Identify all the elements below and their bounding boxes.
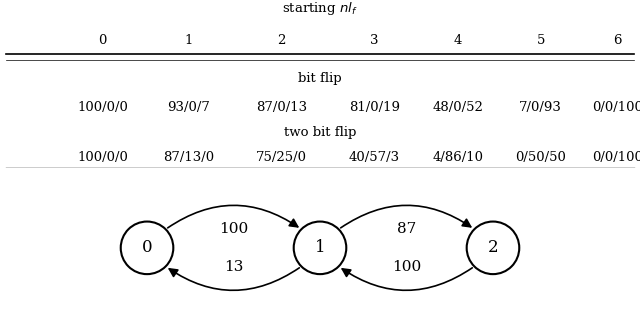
FancyArrowPatch shape <box>168 205 298 228</box>
Text: 40/57/3: 40/57/3 <box>349 151 400 164</box>
Text: 48/0/52: 48/0/52 <box>432 101 483 114</box>
Text: 87/0/13: 87/0/13 <box>256 101 307 114</box>
Text: 0/0/100: 0/0/100 <box>592 101 640 114</box>
Text: 4/86/10: 4/86/10 <box>432 151 483 164</box>
Text: 3: 3 <box>370 34 379 47</box>
Text: 6: 6 <box>613 34 622 47</box>
Text: bit flip: bit flip <box>298 72 342 85</box>
Text: 1: 1 <box>184 34 193 47</box>
Text: 2: 2 <box>277 34 286 47</box>
Text: 100: 100 <box>219 222 248 236</box>
Text: 4: 4 <box>453 34 462 47</box>
Text: two bit flip: two bit flip <box>284 126 356 139</box>
FancyArrowPatch shape <box>340 205 471 228</box>
FancyArrowPatch shape <box>169 268 300 290</box>
Text: 13: 13 <box>224 260 243 274</box>
Text: 100: 100 <box>392 260 421 274</box>
Text: 0: 0 <box>141 239 152 256</box>
Text: 75/25/0: 75/25/0 <box>256 151 307 164</box>
Text: 0/0/100: 0/0/100 <box>592 151 640 164</box>
Text: 2: 2 <box>488 239 499 256</box>
Text: 87/13/0: 87/13/0 <box>163 151 214 164</box>
Text: starting $nl_f$: starting $nl_f$ <box>282 0 358 17</box>
Text: 7/0/93: 7/0/93 <box>520 101 562 114</box>
Text: 1: 1 <box>315 239 325 256</box>
Text: 81/0/19: 81/0/19 <box>349 101 400 114</box>
Text: 93/0/7: 93/0/7 <box>168 101 210 114</box>
Text: 100/0/0: 100/0/0 <box>77 101 128 114</box>
FancyArrowPatch shape <box>342 268 472 290</box>
Text: 0: 0 <box>98 34 107 47</box>
Text: 100/0/0: 100/0/0 <box>77 151 128 164</box>
Text: 0/50/50: 0/50/50 <box>515 151 566 164</box>
Text: 5: 5 <box>536 34 545 47</box>
Text: 87: 87 <box>397 222 416 236</box>
